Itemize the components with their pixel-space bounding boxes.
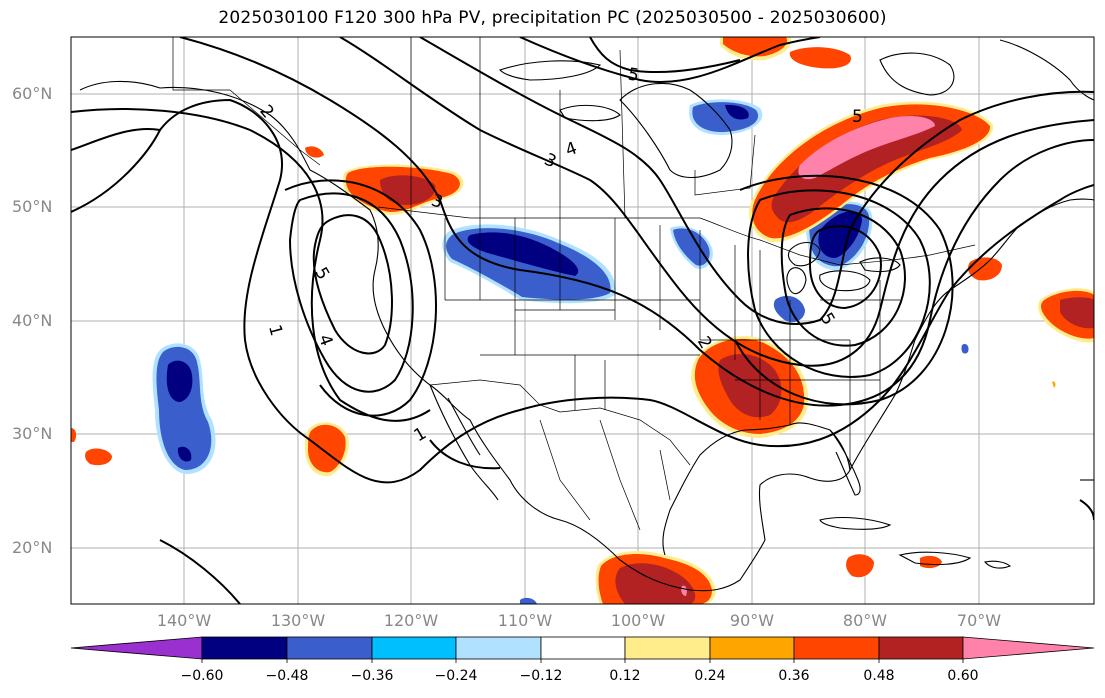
lat-label: 40°N [12,311,53,330]
lon-label: 130°W [270,611,326,630]
lon-label: 110°W [497,611,553,630]
colorbar-bin [709,636,795,660]
colorbar-tick-label: 0.48 [863,668,895,684]
colorbar-tick-label: −0.24 [434,668,478,684]
colorbar-bin [371,636,457,660]
colorbar-tick-label: −0.36 [350,668,394,684]
pv-label: 5 [626,64,640,86]
lat-label: 50°N [12,197,53,216]
precip-positive-areas [71,37,1094,604]
map-frame [70,36,1095,605]
colorbar-tick-label: 0.60 [947,668,979,684]
colorbar-min-extend [70,636,203,660]
colorbar-tick-label: −0.48 [265,668,309,684]
figure-title: 2025030100 F120 300 hPa PV, precipitatio… [218,8,887,28]
lon-label: 70°W [956,611,1002,630]
colorbar [70,636,1095,663]
colorbar-tick-label: −0.60 [180,668,224,684]
colorbar-bin [286,636,373,660]
colorbar-bin [878,636,964,660]
lon-label: 90°W [729,611,775,630]
colorbar-tick-label: 0.24 [694,668,726,684]
lat-label: 20°N [12,538,53,557]
pv-contours [71,37,1094,604]
lat-label: 60°N [12,84,53,103]
lon-label: 100°W [610,611,666,630]
colorbar-bin [540,636,626,660]
colorbar-bin [793,636,880,660]
pv-label: 5 [852,107,863,127]
lon-label: 120°W [383,611,439,630]
lon-label: 140°W [156,611,212,630]
colorbar-tick-label: 0.36 [778,668,810,684]
colorbar-max-extend [962,636,1095,660]
lon-label: 80°W [842,611,888,630]
precip-negative-areas [152,99,969,604]
colorbar-tick-label: 0.12 [609,668,641,684]
pv-label: 1 [264,323,286,339]
lat-label: 30°N [12,424,53,443]
colorbar-tick-label: −0.12 [519,668,563,684]
colorbar-bin [201,636,288,660]
colorbar-bin [624,636,711,660]
colorbar-bin [455,636,542,660]
